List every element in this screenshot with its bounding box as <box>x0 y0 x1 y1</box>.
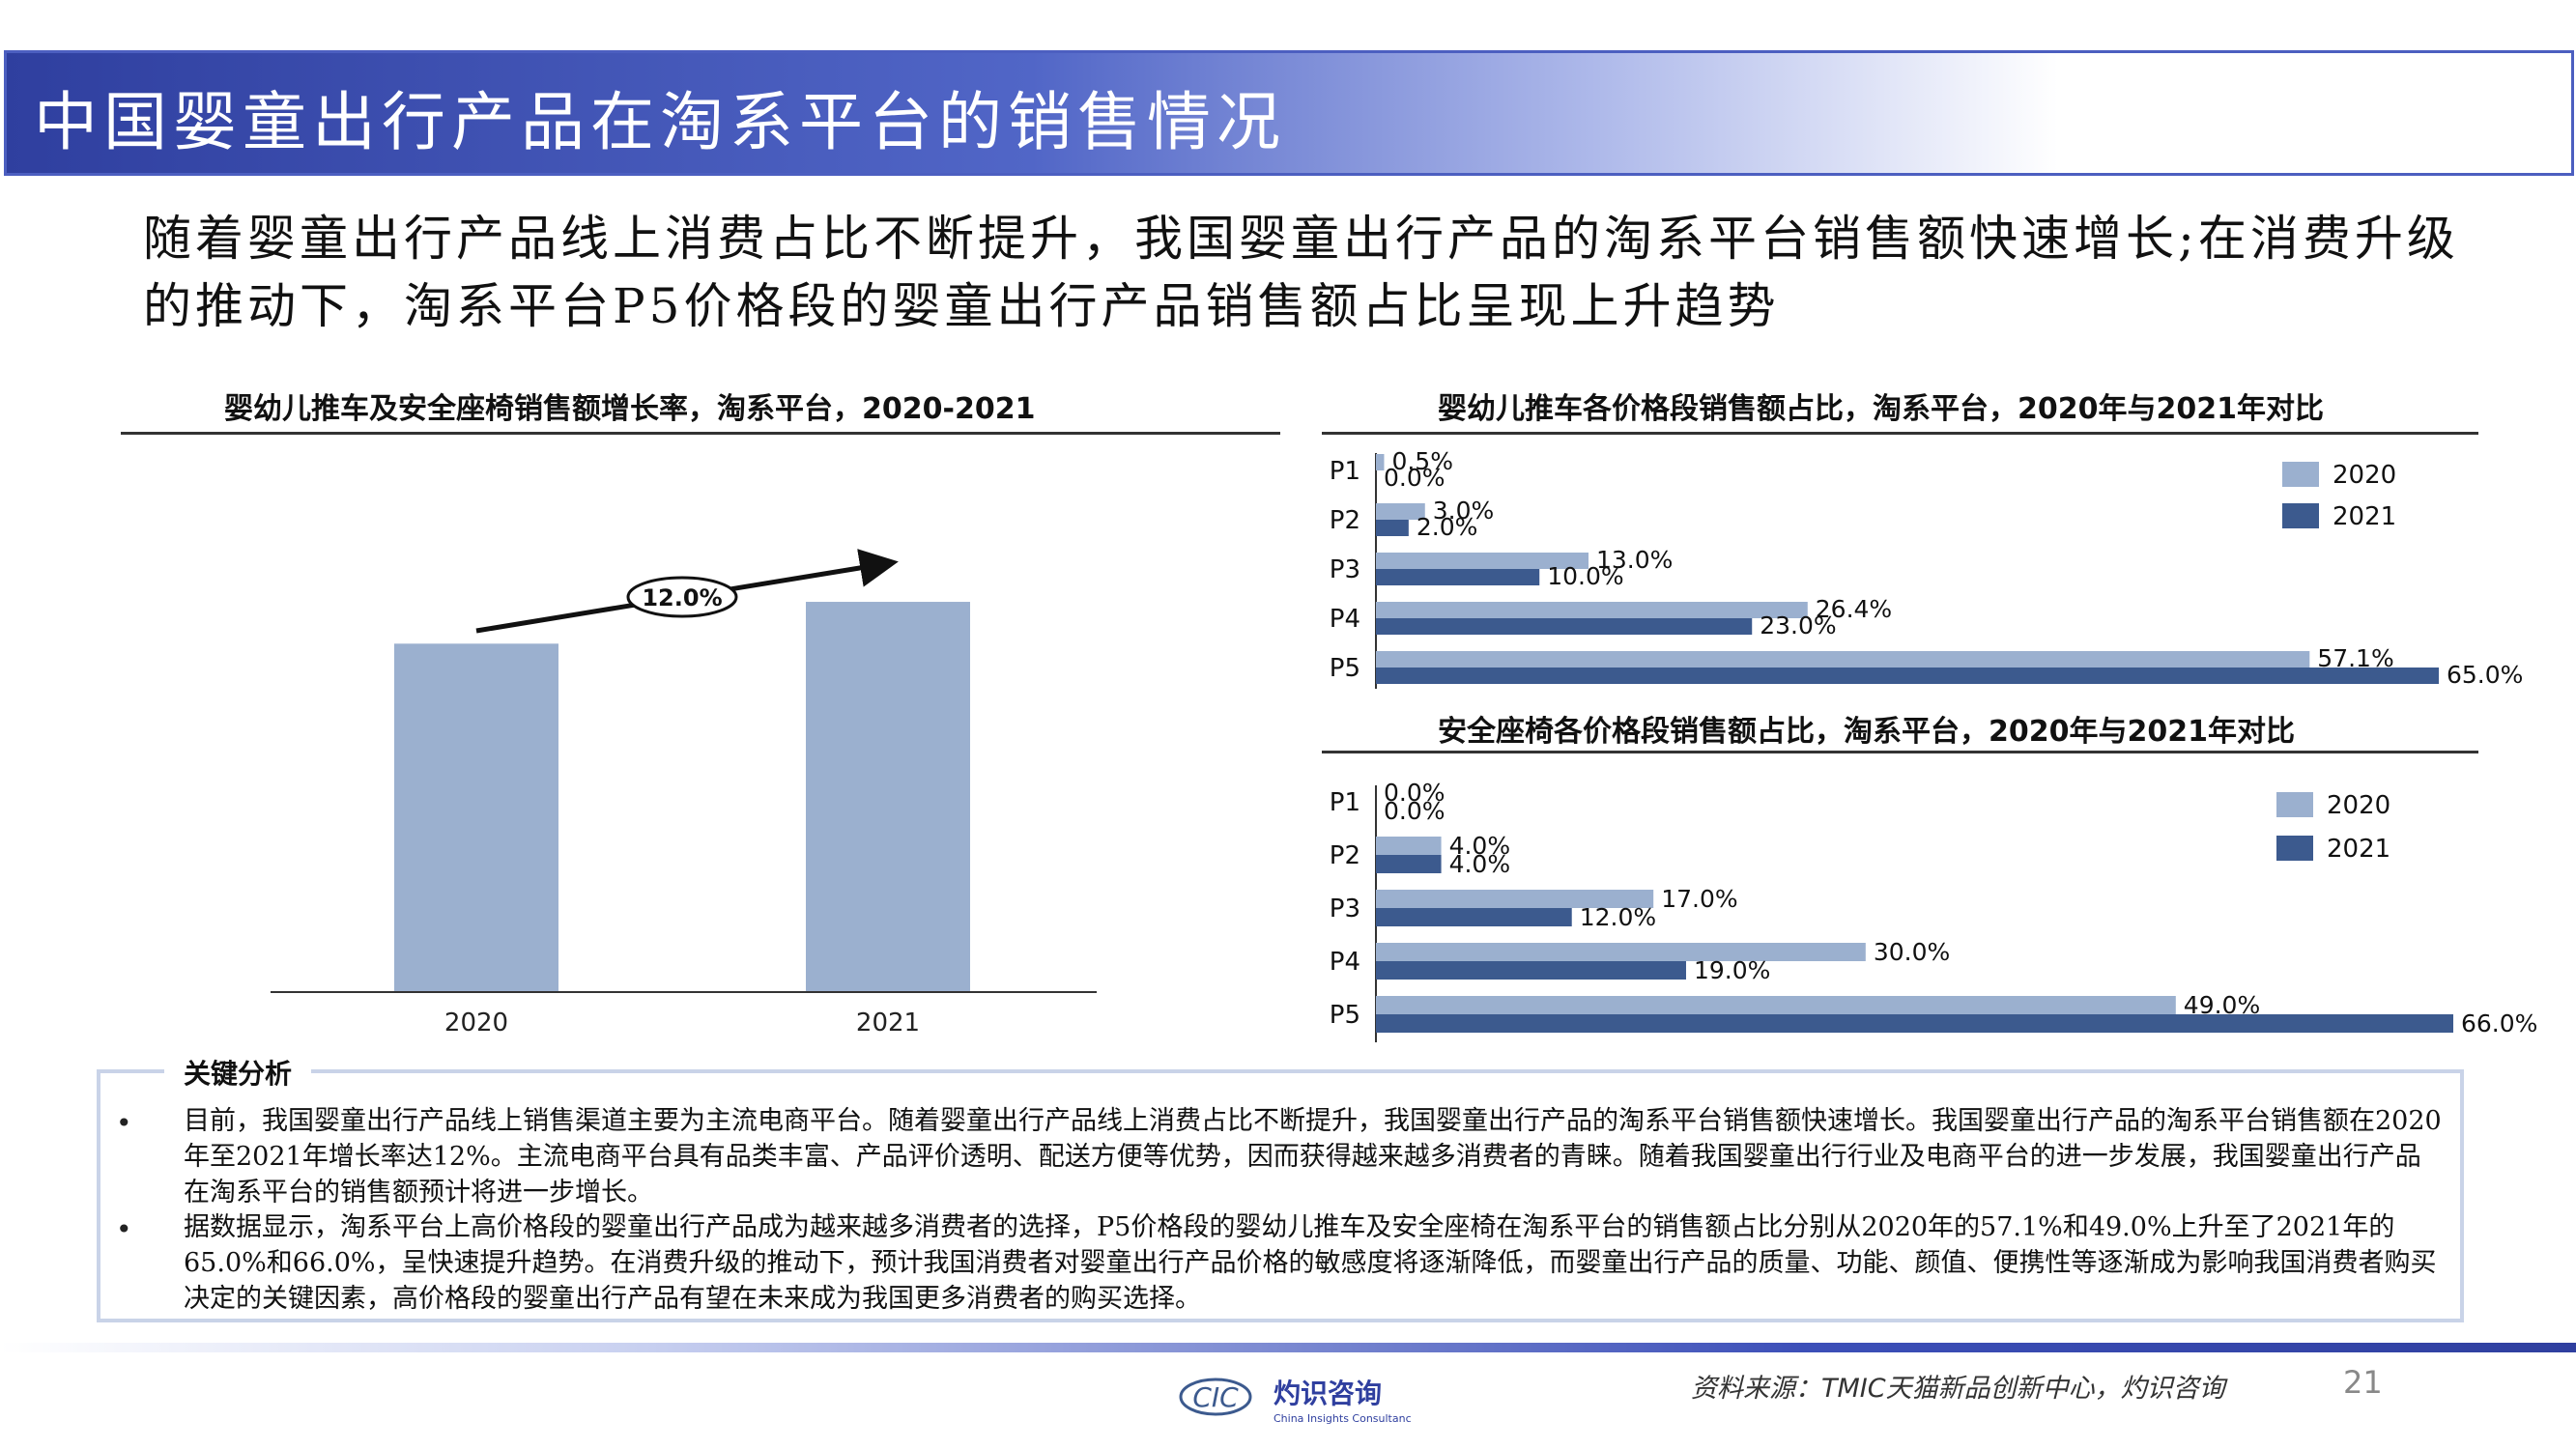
legend-swatch-2021 <box>2282 503 2319 528</box>
growth-chart: 2020 2021 12.0% <box>271 549 1097 1037</box>
bar-P5-2020 <box>1376 996 2176 1014</box>
bar-P2-2020 <box>1376 503 1425 520</box>
data-label-P5-2021: 65.0% <box>2447 661 2523 689</box>
x-tick-label: 2020 <box>444 1009 508 1037</box>
bar-P2-2021 <box>1376 855 1442 873</box>
legend-label-2021: 2021 <box>2327 835 2390 864</box>
growth-chart-rule <box>121 432 1280 435</box>
data-label-P3-2020: 17.0% <box>1661 885 1737 913</box>
bar-P2-2020 <box>1376 837 1442 855</box>
data-label-P3-2021: 12.0% <box>1580 903 1656 931</box>
bar-P4-2021 <box>1376 618 1753 635</box>
bullet-1: • <box>116 1107 132 1139</box>
bar-P1-2020 <box>1376 454 1385 470</box>
footer-bar <box>0 1343 2576 1352</box>
logo-mark: CIC <box>1192 1381 1239 1413</box>
data-label-P3-2020: 13.0% <box>1596 546 1673 574</box>
cic-logo: CIC 灼识咨询 China Insights Consultancy <box>1179 1378 1411 1425</box>
category-label-P3: P3 <box>1330 895 1360 923</box>
category-label-P3: P3 <box>1330 555 1360 584</box>
bullet-2: • <box>116 1213 132 1245</box>
seat-chart-title: 安全座椅各价格段销售额占比，淘系平台，2020年与2021年对比 <box>1438 715 2295 749</box>
data-label-P2-2021: 2.0% <box>1417 513 1478 541</box>
analysis-paragraph-1: 目前，我国婴童出行产品线上销售渠道主要为主流电商平台。随着婴童出行产品线上消费占… <box>184 1106 2442 1208</box>
growth-annotation-badge <box>626 576 738 618</box>
page-number: 21 <box>2343 1364 2383 1401</box>
seat-chart: P1 0.0%0.0% P2 4.0%4.0% P3 17.0%12.0% P4 30.0% 1… <box>1330 779 2537 1042</box>
bar-P5-2021 <box>1376 668 2439 684</box>
category-label-P2: P2 <box>1330 841 1360 870</box>
data-label-P2-2021: 4.0% <box>1449 850 1511 878</box>
bar-P3-2021 <box>1376 908 1572 926</box>
logo-name: 灼识咨询 <box>1274 1378 1382 1409</box>
page-subtitle: 随着婴童出行产品线上消费占比不断提升，我国婴童出行产品的淘系平台销售额快速增长;… <box>143 211 2459 334</box>
data-label-P1-2021: 0.0% <box>1384 464 1445 492</box>
bar-P4-2021 <box>1376 961 1686 980</box>
logo-sub: China Insights Consultancy <box>1274 1412 1411 1425</box>
bar-P5-2021 <box>1376 1014 2453 1033</box>
bar-P4-2020 <box>1376 943 1866 961</box>
page-title: 中国婴童出行产品在淘系平台的销售情况 <box>34 85 1286 159</box>
header-banner: 中国婴童出行产品在淘系平台的销售情况 <box>4 50 2574 176</box>
legend-swatch-2020 <box>2276 792 2313 817</box>
category-label-P4: P4 <box>1330 605 1360 634</box>
x-tick-label: 2021 <box>856 1009 920 1037</box>
bar-2020 <box>394 643 558 992</box>
stroller-chart-rule <box>1322 432 2478 435</box>
bar-P5-2020 <box>1376 651 2310 668</box>
bar-2021 <box>806 602 970 992</box>
bar-P3-2020 <box>1376 890 1654 908</box>
bar-P4-2020 <box>1376 602 1808 618</box>
category-label-P1: P1 <box>1330 788 1360 817</box>
analysis-paragraph-2: 据数据显示，淘系平台上高价格段的婴童出行产品成为越来越多消费者的选择，P5价格段… <box>184 1212 2437 1314</box>
data-label-P2-2020: 3.0% <box>1433 497 1495 525</box>
source-note: 资料来源：TMIC天猫新品创新中心，灼识咨询 <box>1691 1374 2225 1404</box>
category-label-P5: P5 <box>1330 1001 1360 1030</box>
stroller-chart-title: 婴幼儿推车各价格段销售额占比，淘系平台，2020年与2021年对比 <box>1438 392 2324 426</box>
data-label-P1-2020: 0.0% <box>1384 779 1445 807</box>
growth-chart-title: 婴幼儿推车及安全座椅销售额增长率，淘系平台，2020-2021 <box>224 392 1036 426</box>
data-label-P1-2021: 0.0% <box>1384 797 1445 825</box>
category-label-P2: P2 <box>1330 506 1360 535</box>
legend-swatch-2020 <box>2282 462 2319 487</box>
data-label-P4-2021: 23.0% <box>1760 611 1836 639</box>
seat-chart-rule <box>1322 751 2478 753</box>
analysis-label: 关键分析 <box>164 1053 312 1092</box>
category-label-P4: P4 <box>1330 948 1360 977</box>
category-label-P5: P5 <box>1330 654 1360 683</box>
growth-annotation-label: 12.0% <box>642 584 722 611</box>
bar-P2-2021 <box>1376 520 1409 536</box>
legend-label-2020: 2020 <box>2327 791 2390 820</box>
legend-label-2020: 2020 <box>2333 461 2396 490</box>
data-label-P5-2021: 66.0% <box>2461 1009 2537 1037</box>
stroller-chart: P1 0.5%0.0%P2 3.0%2.0%P3 13.0%10.0%P4 26.4%2… <box>1330 447 2523 689</box>
legend-label-2021: 2021 <box>2333 502 2396 531</box>
data-label-P1-2020: 0.5% <box>1391 447 1453 475</box>
bar-P3-2021 <box>1376 569 1540 585</box>
data-label-P2-2020: 4.0% <box>1449 832 1511 860</box>
legend-swatch-2021 <box>2276 836 2313 861</box>
data-label-P4-2021: 19.0% <box>1694 956 1770 984</box>
data-label-P3-2021: 10.0% <box>1547 562 1623 590</box>
analysis-box <box>97 1069 2464 1322</box>
bar-P3-2020 <box>1376 553 1589 569</box>
data-label-P4-2020: 30.0% <box>1874 938 1950 966</box>
data-label-P4-2020: 26.4% <box>1816 595 1892 623</box>
category-label-P1: P1 <box>1330 457 1360 486</box>
